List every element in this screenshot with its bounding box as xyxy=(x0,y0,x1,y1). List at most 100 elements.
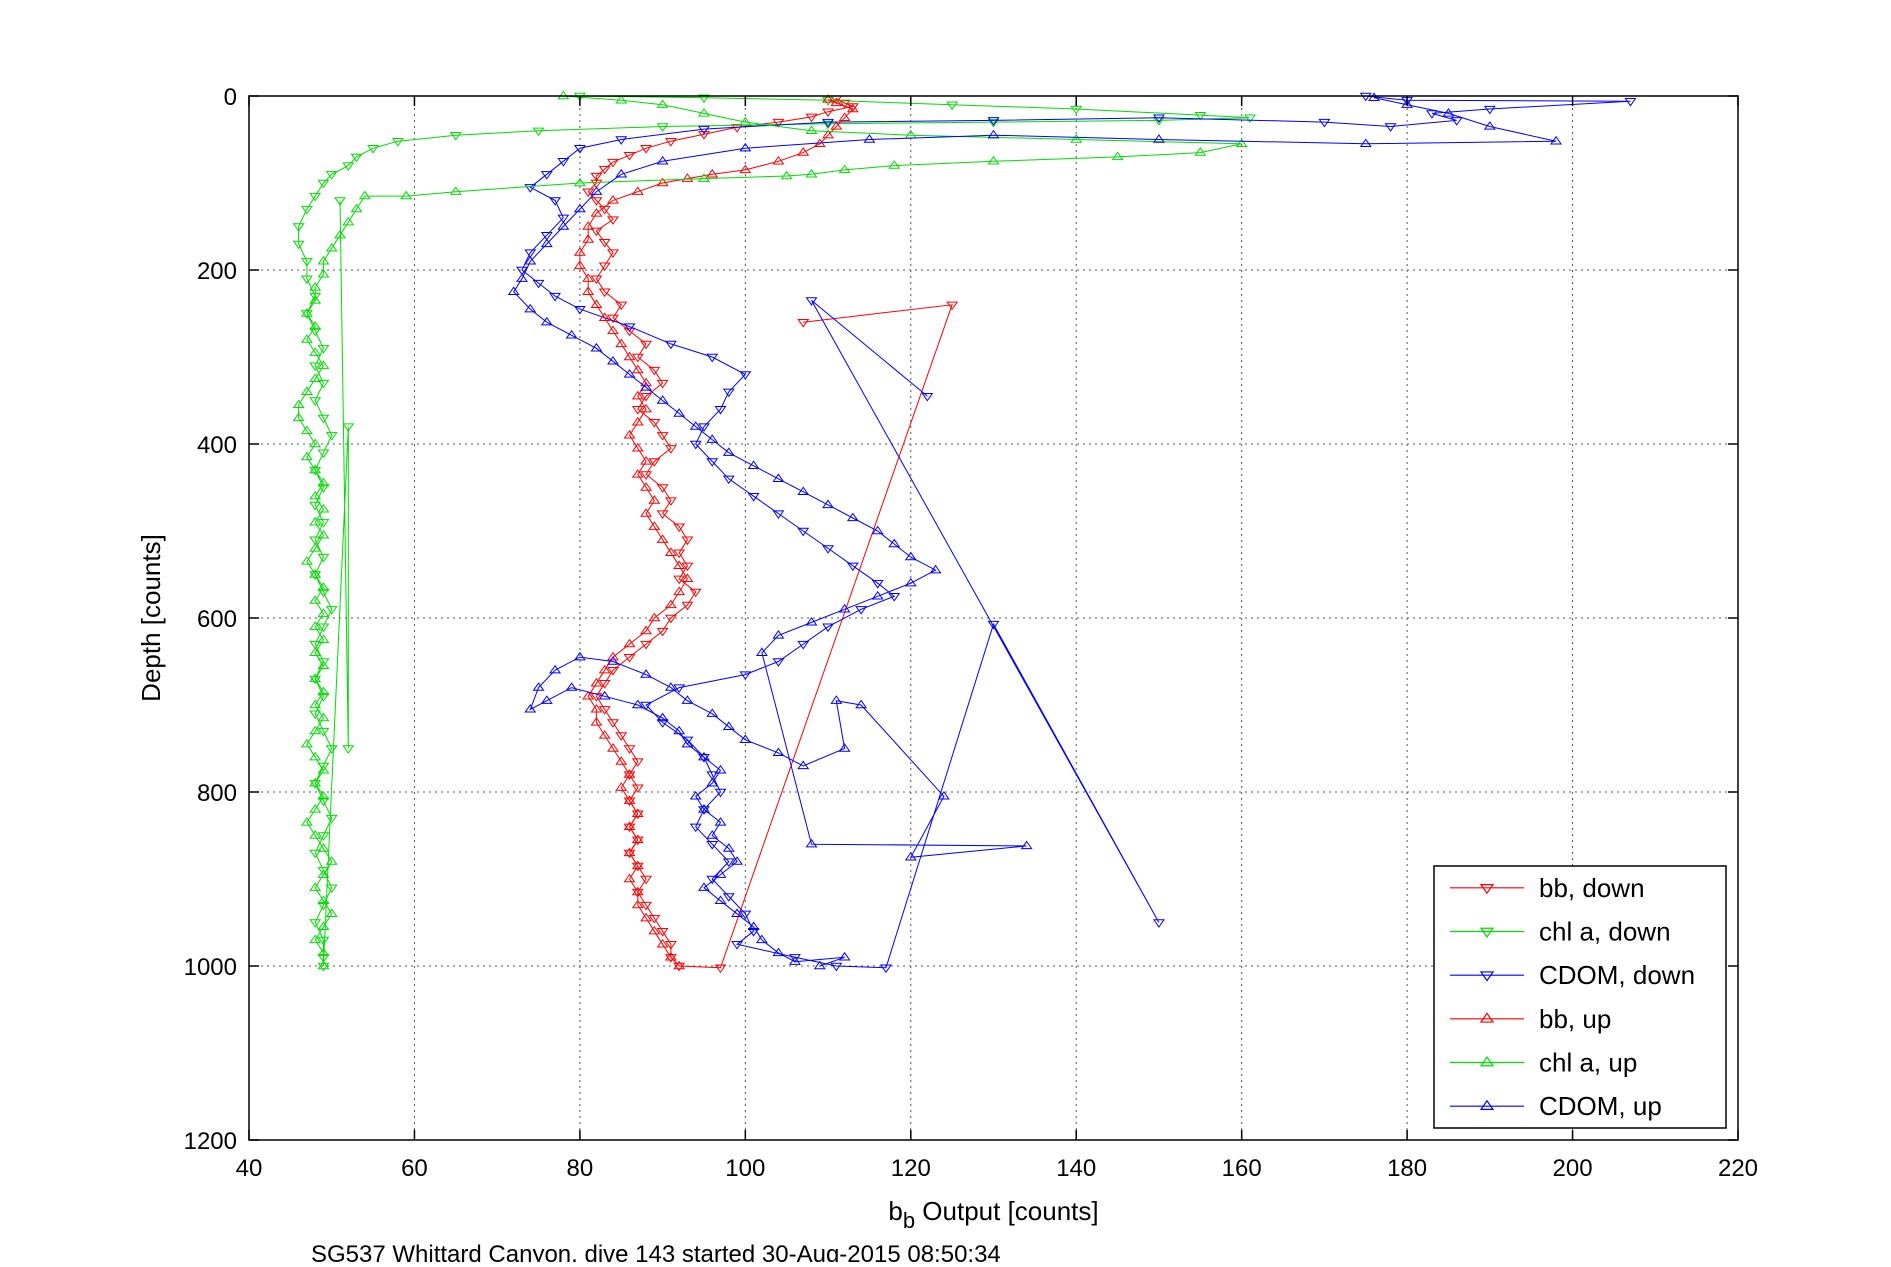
data-point xyxy=(309,501,322,511)
data-point xyxy=(309,466,322,476)
data-point xyxy=(805,838,818,848)
data-point xyxy=(640,482,653,491)
y-tick-label: 200 xyxy=(197,258,237,285)
data-point xyxy=(1152,134,1165,143)
data-point xyxy=(516,266,528,276)
data-point xyxy=(640,875,653,885)
data-point xyxy=(300,308,313,317)
data-point xyxy=(664,547,677,556)
data-point xyxy=(1243,114,1256,124)
data-point xyxy=(805,297,818,306)
data-point xyxy=(309,699,322,709)
data-point xyxy=(648,914,661,924)
legend-marker xyxy=(1479,1099,1495,1111)
data-point xyxy=(1425,110,1438,119)
data-point xyxy=(292,412,305,422)
data-point xyxy=(664,941,677,950)
data-point xyxy=(615,136,628,145)
data-point xyxy=(689,823,702,833)
data-point xyxy=(598,664,611,674)
data-point xyxy=(640,392,653,402)
data-point xyxy=(391,138,404,147)
data-point xyxy=(640,912,653,922)
data-point xyxy=(640,377,653,387)
data-point xyxy=(309,536,322,546)
data-point xyxy=(400,190,413,200)
data-point xyxy=(987,155,1000,165)
data-point xyxy=(317,869,330,878)
data-point xyxy=(739,671,752,680)
data-point xyxy=(1359,138,1372,148)
data-point xyxy=(631,860,644,870)
data-point xyxy=(309,710,322,720)
data-point xyxy=(309,595,322,604)
data-point xyxy=(888,593,901,602)
data-point xyxy=(317,623,330,633)
data-point xyxy=(300,556,313,565)
legend-marker xyxy=(1479,1012,1495,1023)
data-point xyxy=(822,94,835,103)
x-axis-label-subscript: b xyxy=(903,1208,915,1233)
data-point xyxy=(772,118,785,128)
data-point xyxy=(309,673,322,683)
data-point xyxy=(590,197,603,206)
data-point xyxy=(623,849,636,859)
data-point xyxy=(772,747,785,757)
data-point xyxy=(698,423,710,432)
data-point xyxy=(681,562,694,572)
data-point xyxy=(731,124,744,133)
data-point xyxy=(871,590,884,600)
data-point xyxy=(640,701,653,711)
data-point xyxy=(656,379,669,389)
data-point xyxy=(747,928,760,937)
data-point xyxy=(656,712,669,722)
data-point xyxy=(648,458,661,467)
data-point xyxy=(739,142,752,152)
x-tick-label: 100 xyxy=(725,1155,765,1182)
data-point xyxy=(1235,138,1248,148)
data-point xyxy=(673,408,686,417)
data-point xyxy=(689,440,702,450)
data-point xyxy=(334,229,346,239)
data-point xyxy=(598,238,611,248)
data-point xyxy=(607,249,619,258)
data-point xyxy=(540,695,553,704)
data-point xyxy=(805,113,818,123)
data-point xyxy=(1450,117,1463,126)
legend-marker xyxy=(1479,971,1495,982)
data-point xyxy=(698,125,710,135)
data-point xyxy=(673,575,686,585)
data-point xyxy=(325,856,338,865)
data-point xyxy=(631,808,644,817)
data-point xyxy=(714,895,727,904)
data-point xyxy=(342,216,355,226)
x-tick-label: 80 xyxy=(567,1155,594,1182)
data-point xyxy=(598,706,611,715)
legend-entry-label: chl a, up xyxy=(1539,1048,1637,1078)
data-point xyxy=(590,342,603,352)
data-point xyxy=(631,886,644,896)
data-point xyxy=(987,117,1000,126)
data-point xyxy=(698,754,710,763)
data-point xyxy=(747,460,760,469)
data-point xyxy=(1401,99,1414,108)
data-point xyxy=(797,760,810,770)
data-point xyxy=(1483,121,1496,130)
data-point xyxy=(656,627,669,637)
data-point xyxy=(631,186,644,195)
data-point xyxy=(846,512,859,522)
legend-marker xyxy=(1479,927,1495,938)
data-point xyxy=(673,549,686,559)
data-point xyxy=(822,129,835,139)
data-point xyxy=(540,232,553,241)
data-point xyxy=(648,521,661,530)
data-point xyxy=(309,621,322,630)
data-point xyxy=(342,745,355,754)
data-point xyxy=(598,262,611,272)
data-point xyxy=(573,145,586,154)
data-point xyxy=(722,721,735,730)
data-point xyxy=(540,316,553,326)
data-point xyxy=(1070,105,1083,115)
data-point xyxy=(698,882,710,891)
data-point xyxy=(631,353,644,363)
